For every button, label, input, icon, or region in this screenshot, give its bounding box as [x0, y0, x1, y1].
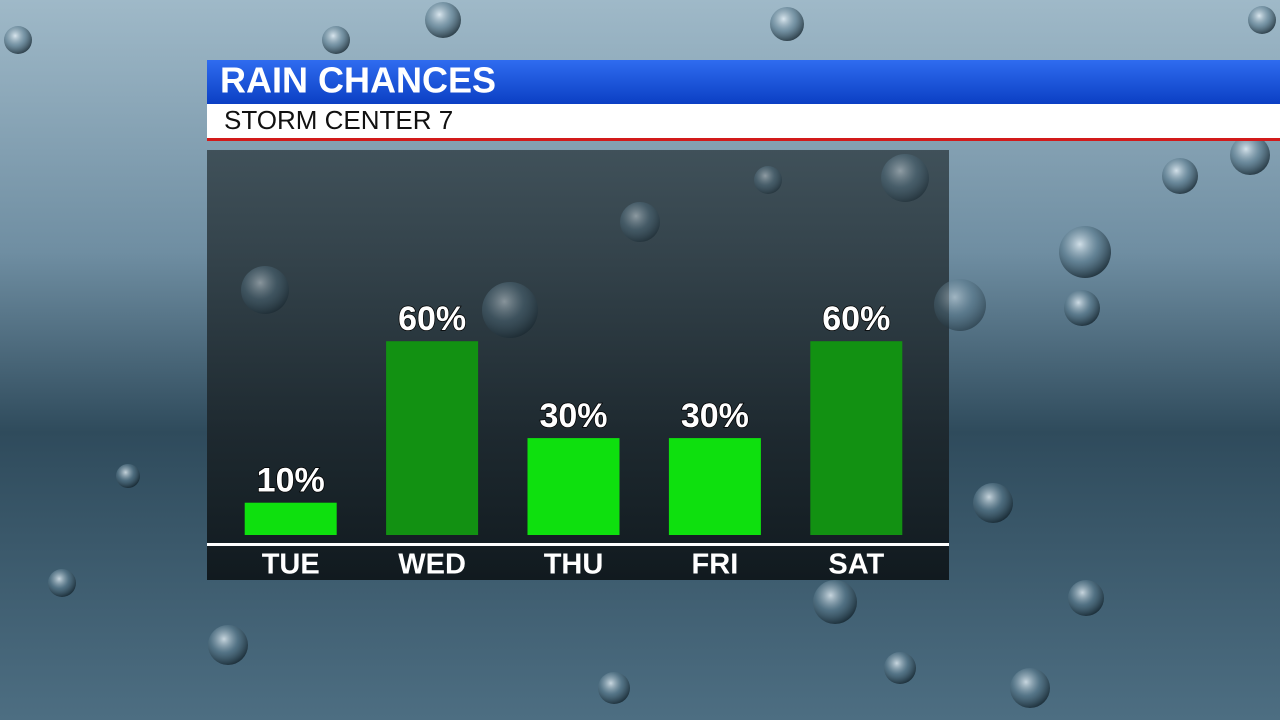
x-tick-label: THU	[544, 549, 604, 581]
value-label: 10%	[257, 462, 325, 500]
bar	[810, 341, 903, 535]
value-label: 60%	[398, 300, 466, 338]
x-axis-line	[207, 543, 949, 546]
panel-drops	[241, 154, 986, 338]
x-tick-label: FRI	[692, 549, 739, 581]
banner-stripe	[207, 138, 1280, 141]
bar	[244, 502, 337, 535]
chart-subtitle: STORM CENTER 7	[224, 105, 453, 135]
value-label: 30%	[539, 397, 607, 435]
bar	[386, 341, 479, 535]
chart-title: RAIN CHANCES	[220, 60, 496, 101]
value-label: 30%	[681, 397, 749, 435]
x-tick-label: WED	[398, 549, 466, 581]
value-label: 60%	[822, 300, 890, 338]
raindrops	[4, 2, 1276, 708]
x-tick-label: SAT	[828, 549, 884, 581]
x-tick-label: TUE	[262, 549, 320, 581]
subtitle-banner	[207, 104, 1280, 138]
bar	[668, 438, 761, 535]
title-banner	[207, 60, 1280, 104]
bar	[527, 438, 620, 535]
